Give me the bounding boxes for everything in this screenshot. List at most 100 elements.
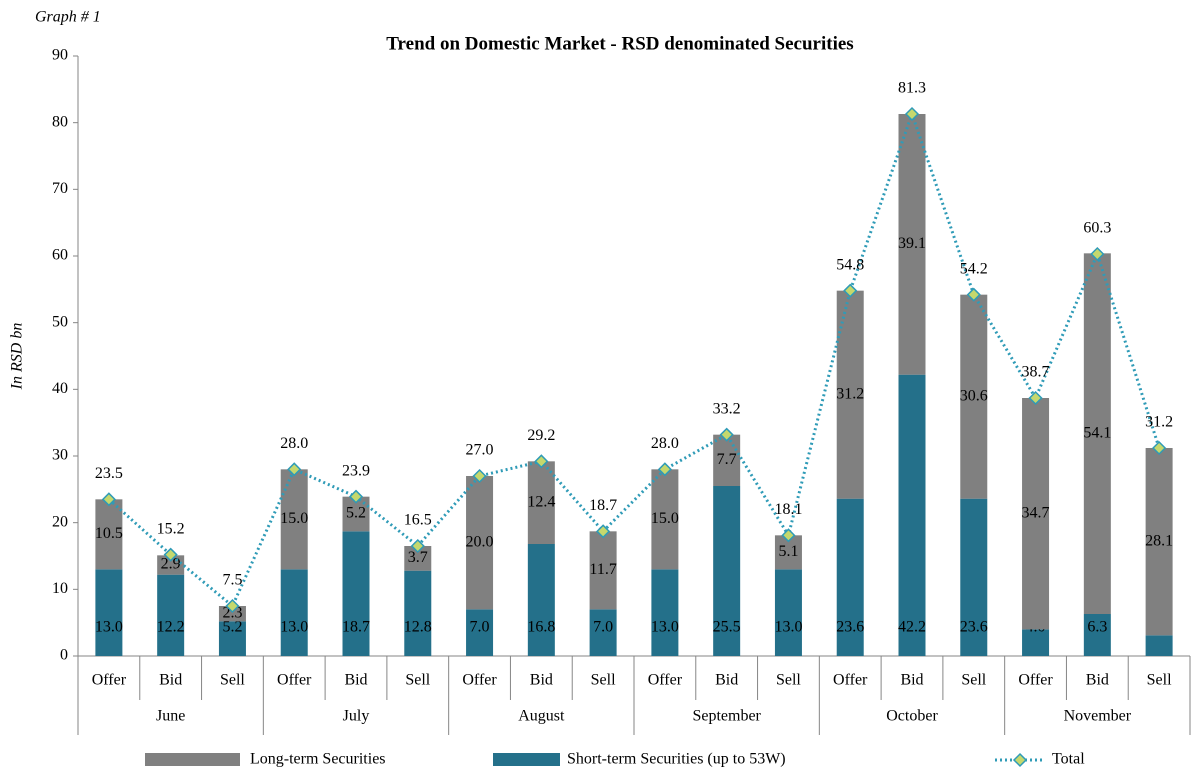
y-tick-label: 50: [52, 313, 68, 330]
data-label: 16.5: [404, 512, 432, 529]
data-label: 7.0: [593, 619, 613, 636]
y-tick-label: 30: [52, 447, 68, 464]
data-label: 20.0: [466, 533, 494, 550]
data-label: 15.2: [157, 520, 185, 537]
data-label: 18.7: [342, 619, 370, 636]
total-marker: [719, 427, 734, 442]
x-tick-label: Bid: [159, 672, 182, 689]
x-tick-label: Bid: [344, 672, 367, 689]
y-axis-label: In RSD bn: [9, 323, 26, 391]
bar-segment: [960, 294, 988, 499]
group-label: June: [156, 708, 185, 725]
data-label: 13.0: [651, 619, 679, 636]
bar-segment: [589, 531, 617, 610]
total-marker: [904, 106, 920, 122]
x-tick-label: Offer: [1018, 672, 1053, 689]
y-tick-label: 70: [52, 180, 68, 197]
data-label: 42.2: [898, 619, 926, 636]
data-label: 31.2: [836, 385, 864, 402]
data-label: 5.2: [346, 505, 366, 522]
group-label: July: [343, 708, 370, 725]
legend-label: Long-term Securities: [250, 751, 386, 768]
data-label: 31.2: [1145, 414, 1173, 431]
group-label: November: [1064, 708, 1132, 725]
data-label: 25.5: [713, 619, 741, 636]
data-label: 16.8: [527, 619, 555, 636]
bar-segment: [651, 469, 679, 570]
data-label: 5.2: [222, 619, 242, 636]
data-label: 7.7: [717, 451, 737, 468]
total-marker: [657, 462, 672, 477]
data-label: 54.8: [836, 256, 864, 273]
data-label: 11.7: [589, 561, 616, 578]
x-tick-label: Sell: [961, 672, 986, 689]
data-label: 23.9: [342, 462, 370, 479]
x-tick-label: Offer: [833, 672, 868, 689]
y-tick-label: 80: [52, 113, 68, 130]
data-label: 15.0: [280, 510, 308, 527]
total-marker: [1090, 246, 1105, 262]
x-tick-label: Bid: [900, 672, 923, 689]
bar-segment: [404, 570, 432, 656]
bar-segment: [218, 606, 246, 622]
bar-segment: [342, 531, 370, 656]
data-label: 13.0: [280, 619, 308, 636]
total-marker: [966, 287, 981, 302]
legend: Long-term Securities Short-term Securiti…: [145, 751, 1085, 768]
y-tick-label: 40: [52, 380, 68, 397]
data-label: 33.2: [713, 400, 741, 417]
bar-segment: [1022, 629, 1050, 656]
data-label: 5.1: [778, 543, 798, 560]
data-label: 81.3: [898, 80, 926, 97]
bar-segment: [898, 374, 926, 656]
legend-swatch: [145, 753, 240, 766]
bar-segment: [218, 621, 246, 656]
total-marker: [348, 489, 364, 504]
x-tick-label: Sell: [591, 672, 616, 689]
y-tick-label: 0: [60, 647, 68, 664]
data-label: 29.2: [527, 427, 555, 444]
x-tick-label: Sell: [220, 672, 245, 689]
x-tick-label: Offer: [462, 672, 497, 689]
group-label: August: [518, 708, 565, 725]
data-label: 12.2: [157, 619, 185, 636]
data-label: 13.0: [774, 619, 802, 636]
legend-swatch: [493, 753, 560, 766]
bar-segment: [713, 434, 741, 486]
x-tick-label: Sell: [405, 672, 430, 689]
data-label: 10.5: [95, 525, 123, 542]
data-label: 54.2: [960, 260, 988, 277]
bar-segment: [1145, 448, 1173, 636]
bar-segment: [527, 461, 555, 544]
bar-segment: [466, 609, 494, 656]
total-marker: [225, 598, 240, 614]
bar-segment: [960, 498, 988, 656]
total-marker: [287, 462, 302, 477]
total-marker: [472, 468, 487, 484]
y-tick-label: 10: [52, 580, 68, 597]
data-label: 23.6: [960, 619, 988, 636]
bar-segment: [713, 486, 741, 656]
data-label: 28.1: [1145, 532, 1173, 549]
data-label: 7.5: [222, 572, 242, 589]
data-label: 12.4: [527, 493, 555, 510]
data-label: 13.0: [95, 619, 123, 636]
bar-segment: [1083, 614, 1111, 656]
data-label: 60.3: [1083, 220, 1111, 237]
bar-segment: [651, 569, 679, 656]
bar-segment: [95, 499, 123, 570]
bar-segment: [280, 569, 308, 656]
y-tick-label: 90: [52, 47, 68, 64]
x-tick-label: Offer: [92, 672, 127, 689]
legend-label: Total: [1052, 751, 1085, 768]
data-label: 28.0: [280, 435, 308, 452]
bar-segment: [589, 609, 617, 656]
x-tick-label: Sell: [1147, 672, 1172, 689]
total-marker: [1028, 390, 1043, 406]
data-label: 6.3: [1087, 619, 1107, 636]
bar-segment: [1022, 398, 1050, 630]
total-marker: [843, 283, 858, 298]
bar-segment: [95, 569, 123, 656]
x-tick-label: Offer: [277, 672, 312, 689]
